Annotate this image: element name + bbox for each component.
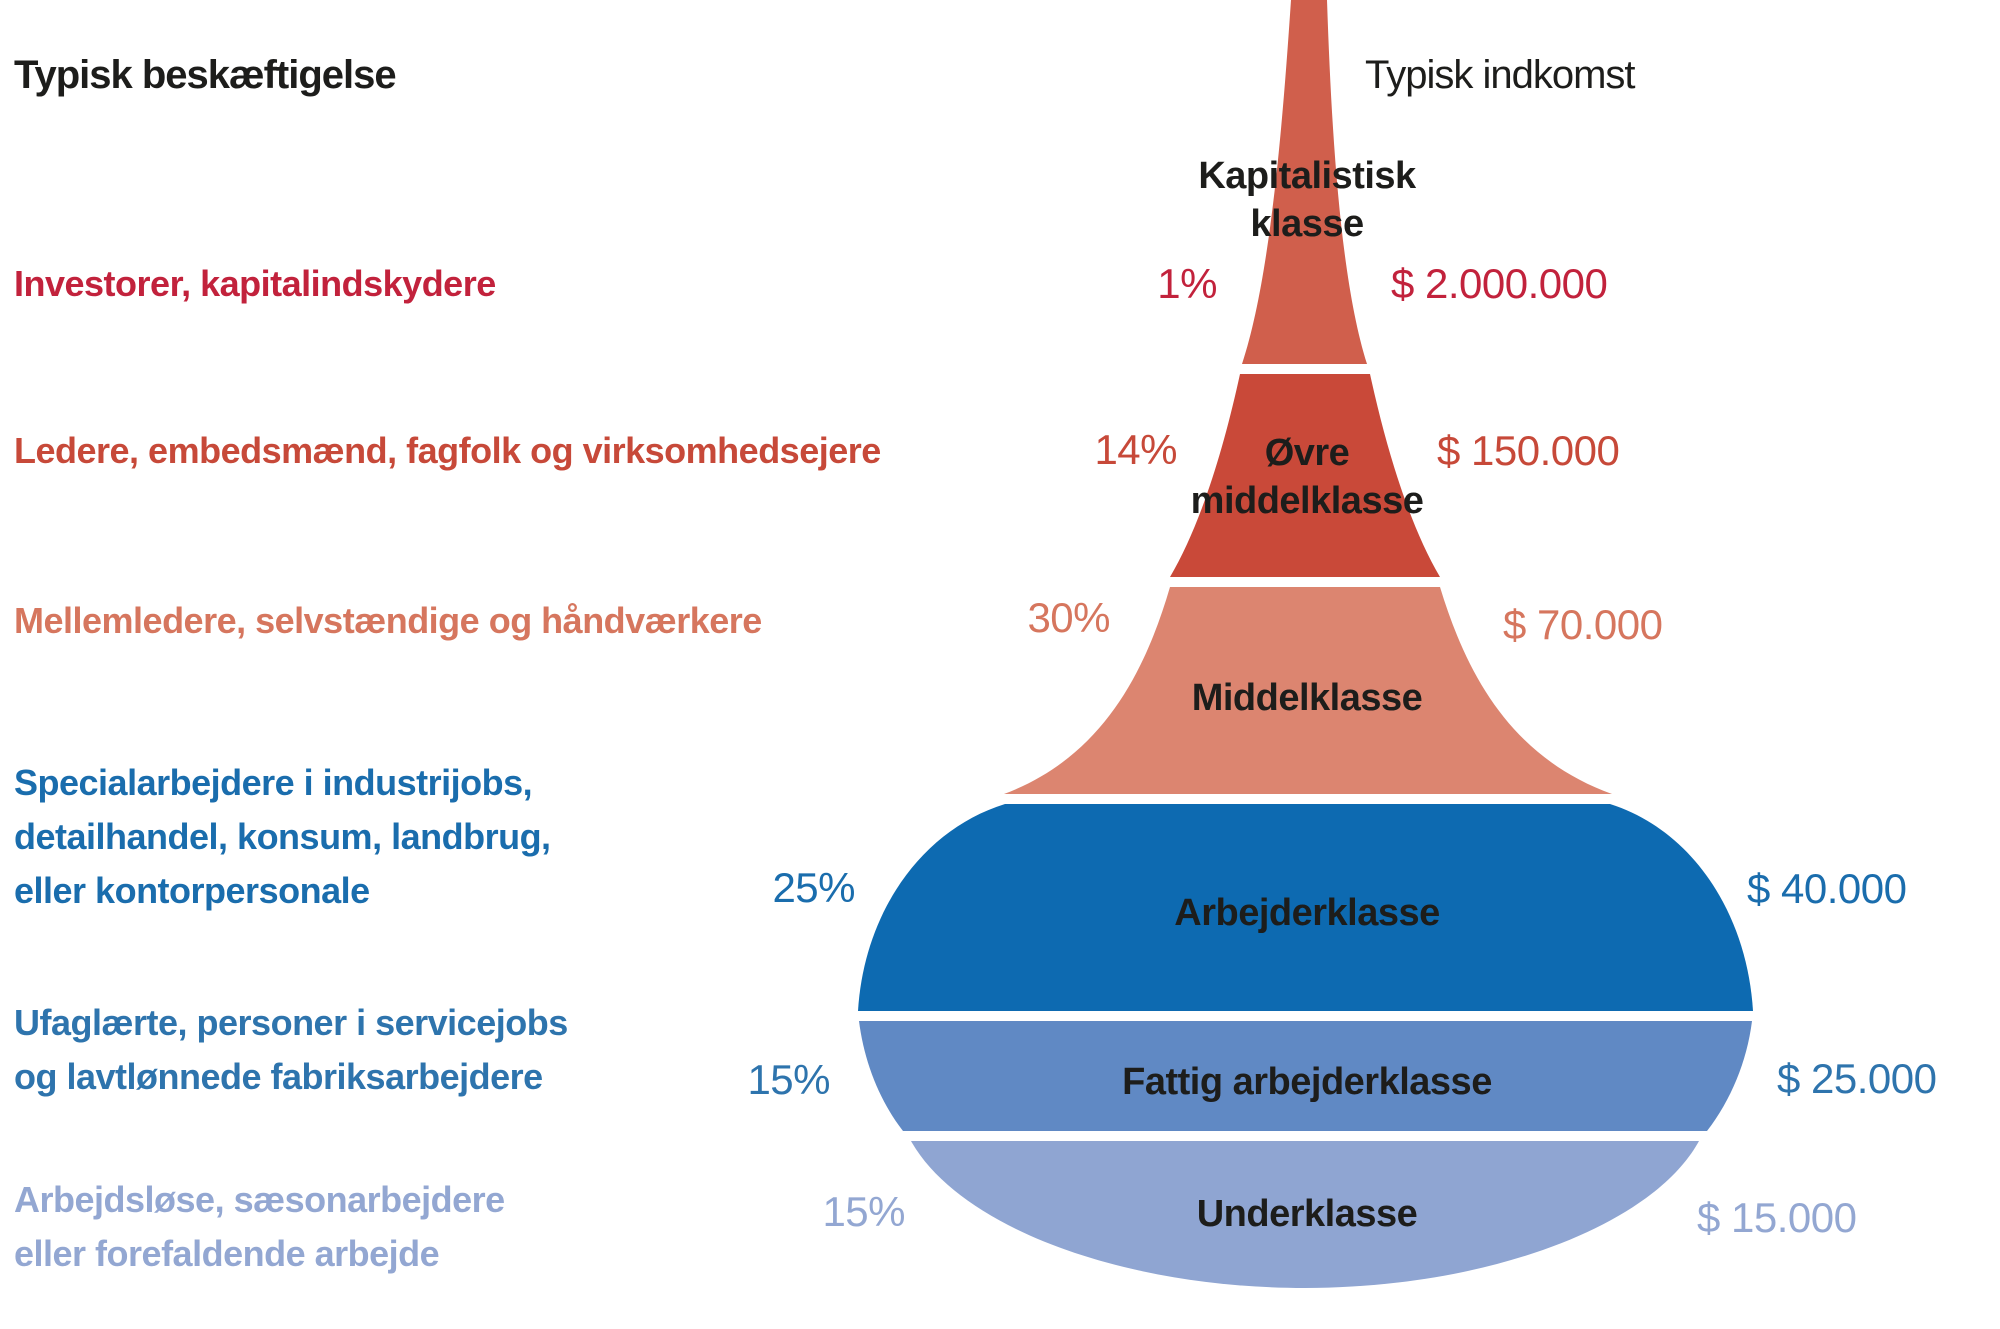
band-arbejderklasse	[858, 804, 1753, 1011]
column-header-income: Typisk indkomst	[1365, 53, 1636, 97]
band-label-line: Arbejderklasse	[1174, 892, 1440, 934]
band-label-line: Kapitalistisk	[1198, 155, 1416, 197]
occupation-line: og lavtlønnede fabriksarbejdere	[14, 1056, 543, 1097]
band-label-line: klasse	[1250, 203, 1364, 245]
band-label-ovre-middelklasse: Øvre middelklasse	[957, 429, 1657, 525]
occupation-line: Mellemledere, selvstændige og håndværker…	[14, 600, 762, 641]
percent-ovre-middelklasse: 14%	[1094, 426, 1177, 473]
band-label-underklasse: Underklasse	[957, 1190, 1657, 1238]
income-middelklasse: $ 70.000	[1503, 601, 1663, 648]
occupation-arbejderklasse: Specialarbejdere i industrijobs, detailh…	[14, 756, 551, 918]
band-label-line: Middelklasse	[1191, 677, 1423, 719]
occupation-line: eller forefaldende arbejde	[14, 1233, 440, 1274]
column-header-occupation: Typisk beskæftigelse	[14, 53, 397, 97]
occupation-line: Specialarbejdere i industrijobs,	[14, 762, 533, 803]
band-middelklasse	[1004, 587, 1612, 794]
income-ovre-middelklasse: $ 150.000	[1437, 427, 1620, 474]
income-kapitalistisk-klasse: $ 2.000.000	[1391, 260, 1608, 307]
percent-middelklasse: 30%	[1027, 594, 1110, 641]
occupation-fattig-arbejderklasse: Ufaglærte, personer i servicejobs og lav…	[14, 996, 568, 1104]
occupation-line: Ledere, embedsmænd, fagfolk og virksomhe…	[14, 430, 881, 471]
percent-kapitalistisk-klasse: 1%	[1157, 260, 1217, 307]
band-label-middelklasse: Middelklasse	[957, 674, 1657, 722]
percent-underklasse: 15%	[822, 1188, 905, 1235]
band-kapitalistisk-klasse	[1242, 0, 1367, 364]
band-label-line: middelklasse	[1190, 480, 1424, 522]
occupation-kapitalistisk-klasse: Investorer, kapitalindskydere	[14, 257, 496, 311]
band-label-kapitalistisk-klasse: Kapitalistisk klasse	[957, 152, 1657, 248]
band-label-line: Øvre	[1264, 432, 1350, 474]
income-fattig-arbejderklasse: $ 25.000	[1777, 1055, 1937, 1102]
occupation-line: eller kontorpersonale	[14, 870, 370, 911]
band-label-line: Fattig arbejderklasse	[1122, 1061, 1492, 1103]
income-arbejderklasse: $ 40.000	[1747, 865, 1907, 912]
percent-arbejderklasse: 25%	[772, 864, 855, 911]
occupation-underklasse: Arbejdsløse, sæsonarbejdere eller forefa…	[14, 1173, 505, 1281]
percent-fattig-arbejderklasse: 15%	[747, 1056, 830, 1103]
occupation-line: Arbejdsløse, sæsonarbejdere	[14, 1179, 505, 1220]
income-underklasse: $ 15.000	[1697, 1194, 1857, 1241]
band-fattig-arbejderklasse	[859, 1021, 1752, 1131]
band-underklasse	[911, 1141, 1699, 1288]
occupation-ovre-middelklasse: Ledere, embedsmænd, fagfolk og virksomhe…	[14, 424, 881, 478]
band-label-fattig-arbejderklasse: Fattig arbejderklasse	[957, 1058, 1657, 1106]
occupation-line: detailhandel, konsum, landbrug,	[14, 816, 551, 857]
occupation-line: Investorer, kapitalindskydere	[14, 263, 496, 304]
occupation-middelklasse: Mellemledere, selvstændige og håndværker…	[14, 594, 762, 648]
occupation-line: Ufaglærte, personer i servicejobs	[14, 1002, 568, 1043]
band-label-arbejderklasse: Arbejderklasse	[957, 889, 1657, 937]
band-label-line: Underklasse	[1196, 1193, 1418, 1235]
band-ovre-middelklasse	[1170, 374, 1440, 577]
